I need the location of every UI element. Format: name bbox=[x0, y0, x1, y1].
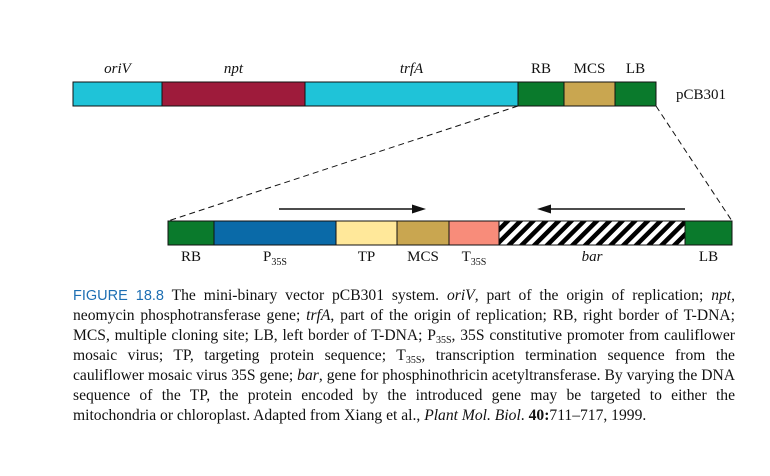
arrow-forward bbox=[279, 204, 426, 214]
segment-label-mcs: MCS bbox=[574, 61, 606, 77]
segment-rb bbox=[517, 81, 565, 107]
segment-mcs bbox=[563, 81, 616, 107]
cassette-label-bar: bar bbox=[582, 249, 603, 265]
cassette-label-t35s: T35S bbox=[462, 249, 487, 268]
cassette-segment-bar bbox=[498, 220, 686, 246]
segment-oriv bbox=[72, 81, 163, 107]
vector-map-bar: oriV npt trfA RB MCS LB bbox=[72, 61, 657, 107]
segment-trfa bbox=[304, 81, 519, 107]
caption-body: The mini-binary vector pCB301 system. or… bbox=[73, 287, 736, 424]
cassette-label-tp: TP bbox=[358, 249, 376, 265]
zoom-connector-lines bbox=[167, 105, 733, 222]
figure-number: FIGURE 18.8 bbox=[73, 288, 164, 304]
cassette-label-rb: RB bbox=[181, 249, 201, 265]
cassette-label-mcs: MCS bbox=[407, 249, 439, 265]
segment-label-npt: npt bbox=[224, 61, 244, 77]
cassette-label-lb: LB bbox=[699, 249, 718, 265]
vector-name-label: pCB301 bbox=[676, 87, 726, 103]
vector-diagram: oriV npt trfA RB MCS LB pCB301 RB P35S TP MCS T35… bbox=[72, 61, 733, 268]
transcription-arrows bbox=[279, 204, 685, 214]
arrow-reverse bbox=[537, 204, 685, 214]
segment-lb bbox=[614, 81, 657, 107]
segment-label-trfa: trfA bbox=[400, 61, 424, 77]
figure-caption: FIGURE 18.8 The mini-binary vector pCB30… bbox=[73, 286, 735, 426]
cassette-segment-t35s bbox=[448, 220, 500, 246]
segment-npt bbox=[161, 81, 306, 107]
connector-left bbox=[167, 105, 519, 222]
segment-label-rb: RB bbox=[531, 61, 551, 77]
cassette-label-p35s: P35S bbox=[263, 249, 287, 268]
connector-right bbox=[655, 105, 733, 222]
segment-label-oriv: oriV bbox=[104, 61, 133, 77]
cassette-segment-p35s bbox=[213, 220, 337, 246]
cassette-segment-mcs bbox=[396, 220, 450, 246]
expression-cassette-bar: RB P35S TP MCS T35S bar LB bbox=[167, 220, 733, 268]
segment-label-lb: LB bbox=[626, 61, 645, 77]
cassette-segment-lb bbox=[684, 220, 733, 246]
cassette-segment-tp bbox=[335, 220, 398, 246]
cassette-segment-rb bbox=[167, 220, 215, 246]
